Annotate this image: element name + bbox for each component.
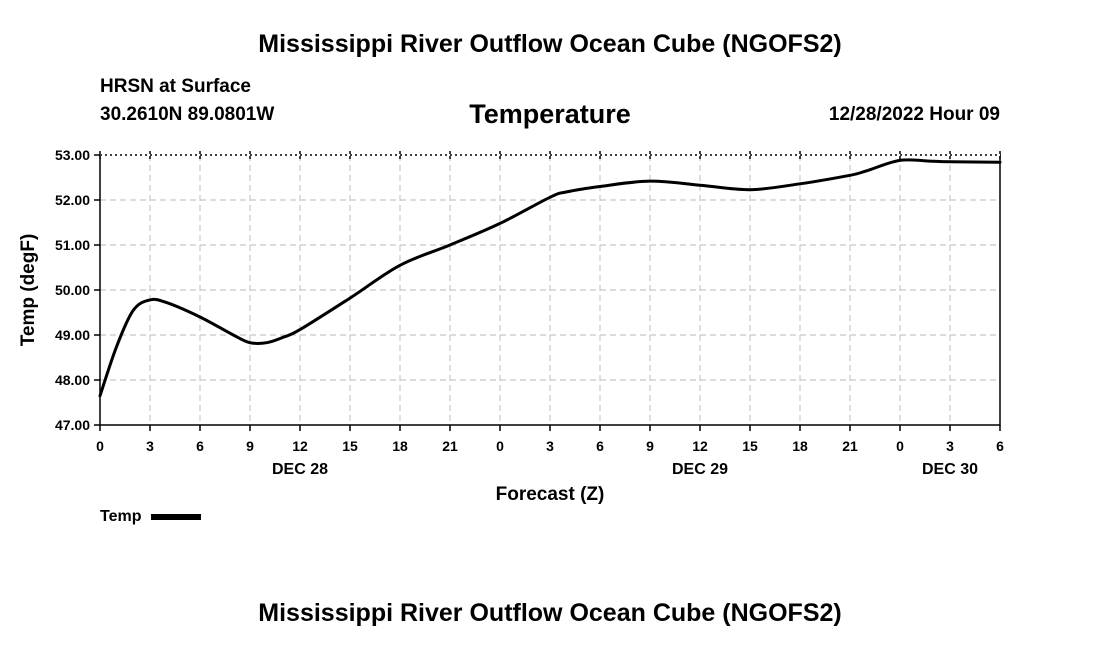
day-label: DEC 30 [922, 461, 978, 478]
x-tick-label: 0 [496, 438, 504, 454]
temp-series-line [98, 158, 1002, 398]
x-tick-label: 18 [392, 438, 408, 454]
x-tick-label: 3 [546, 438, 554, 454]
forecast-datetime: 12/28/2022 Hour 09 [828, 104, 1000, 125]
x-tick-label: 0 [896, 438, 904, 454]
grid-lines [100, 154, 1000, 425]
variable-title: Temperature [469, 99, 631, 129]
x-tick-label: 12 [292, 438, 308, 454]
x-tick-label: 9 [246, 438, 254, 454]
legend: Temp [100, 508, 202, 526]
footer-title: Mississippi River Outflow Ocean Cube (NG… [258, 599, 842, 627]
y-tick-label: 47.00 [55, 417, 90, 433]
y-tick-label: 53.00 [55, 147, 90, 163]
y-axis-title: Temp (degF) [18, 234, 39, 347]
station-coordinates: 30.2610N 89.0801W [100, 104, 275, 125]
x-tick-label: 6 [596, 438, 604, 454]
legend-line-swatch [151, 514, 202, 520]
x-tick-label: 21 [842, 438, 858, 454]
x-tick-label: 6 [196, 438, 204, 454]
x-tick-label: 18 [792, 438, 808, 454]
x-tick-label: 3 [146, 438, 154, 454]
day-label: DEC 29 [672, 461, 728, 478]
y-axis-tick-labels: 47.00 48.00 49.00 50.00 51.00 52.00 53.00 [55, 147, 90, 433]
x-axis-title: Forecast (Z) [496, 484, 605, 505]
x-tick-label: 15 [342, 438, 358, 454]
day-labels: DEC 28 DEC 29 DEC 30 [272, 461, 978, 478]
x-tick-label: 6 [996, 438, 1004, 454]
y-tick-label: 51.00 [55, 237, 90, 253]
axis-ticks [94, 151, 1001, 431]
x-tick-label: 9 [646, 438, 654, 454]
x-tick-label: 0 [96, 438, 104, 454]
x-axis-tick-labels: 0 3 6 9 12 15 18 21 0 3 6 9 12 15 18 21 0 3 6 [96, 438, 1004, 454]
chart-main-title: Mississippi River Outflow Ocean Cube (NG… [258, 30, 842, 58]
legend-label: Temp [100, 508, 142, 525]
day-label: DEC 28 [272, 461, 328, 478]
x-tick-label: 3 [946, 438, 954, 454]
y-tick-label: 52.00 [55, 192, 90, 208]
x-tick-label: 15 [742, 438, 758, 454]
x-tick-label: 21 [442, 438, 458, 454]
station-label: HRSN at Surface [100, 76, 251, 97]
y-tick-label: 50.00 [55, 282, 90, 298]
x-tick-label: 12 [692, 438, 708, 454]
y-tick-label: 48.00 [55, 372, 90, 388]
y-tick-label: 49.00 [55, 327, 90, 343]
